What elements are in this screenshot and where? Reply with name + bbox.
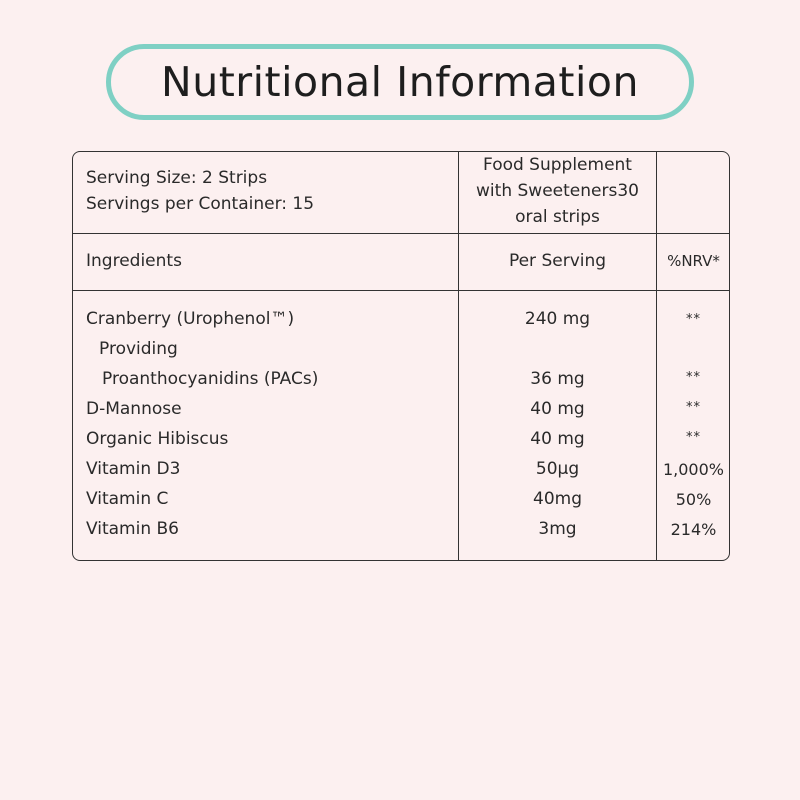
column-header-per-serving: Per Serving	[508, 251, 607, 271]
ingredient-amount: 50µg	[535, 459, 580, 479]
column-header-nrv: %NRV*	[667, 252, 720, 270]
column-divider-1	[458, 152, 459, 560]
ingredient-nrv: **	[686, 312, 701, 327]
ingredient-name: Vitamin D3	[86, 459, 181, 479]
page-title: Nutritional Information	[161, 58, 639, 106]
row-divider-columns	[73, 290, 729, 291]
product-description-line-3: oral strips	[515, 207, 600, 227]
ingredient-name: Cranberry (Urophenol™)	[86, 309, 295, 329]
ingredient-name: Vitamin C	[86, 489, 169, 509]
ingredient-nrv: 50%	[675, 490, 712, 509]
ingredient-name: Organic Hibiscus	[86, 429, 229, 449]
ingredient-name: Providing	[99, 339, 178, 359]
row-divider-header	[73, 233, 729, 234]
ingredient-amount: 240 mg	[524, 309, 591, 329]
ingredient-nrv: **	[686, 400, 701, 415]
nutrition-table: Serving Size: 2 Strips Servings per Cont…	[72, 151, 730, 561]
ingredient-name: D-Mannose	[86, 399, 182, 419]
title-banner: Nutritional Information	[106, 44, 694, 120]
ingredient-amount: 40 mg	[530, 399, 585, 419]
ingredient-nrv: **	[686, 370, 701, 385]
column-header-ingredients: Ingredients	[86, 251, 182, 271]
ingredient-amount: 3mg	[538, 519, 577, 539]
ingredient-nrv: **	[686, 430, 701, 445]
ingredient-amount: 40mg	[533, 489, 582, 509]
product-description-line-1: Food Supplement	[483, 155, 632, 175]
ingredient-amount: 36 mg	[530, 369, 585, 389]
servings-per-container: Servings per Container: 15	[86, 194, 315, 214]
ingredient-name: Vitamin B6	[86, 519, 180, 539]
product-description-line-2: with Sweeteners30	[476, 181, 639, 201]
ingredient-amount: 40 mg	[530, 429, 585, 449]
ingredient-nrv: 214%	[670, 520, 717, 539]
ingredient-nrv: 1,000%	[662, 460, 724, 479]
serving-size: Serving Size: 2 Strips	[86, 168, 268, 188]
ingredient-name: Proanthocyanidins (PACs)	[102, 369, 319, 389]
column-divider-2	[656, 152, 657, 560]
